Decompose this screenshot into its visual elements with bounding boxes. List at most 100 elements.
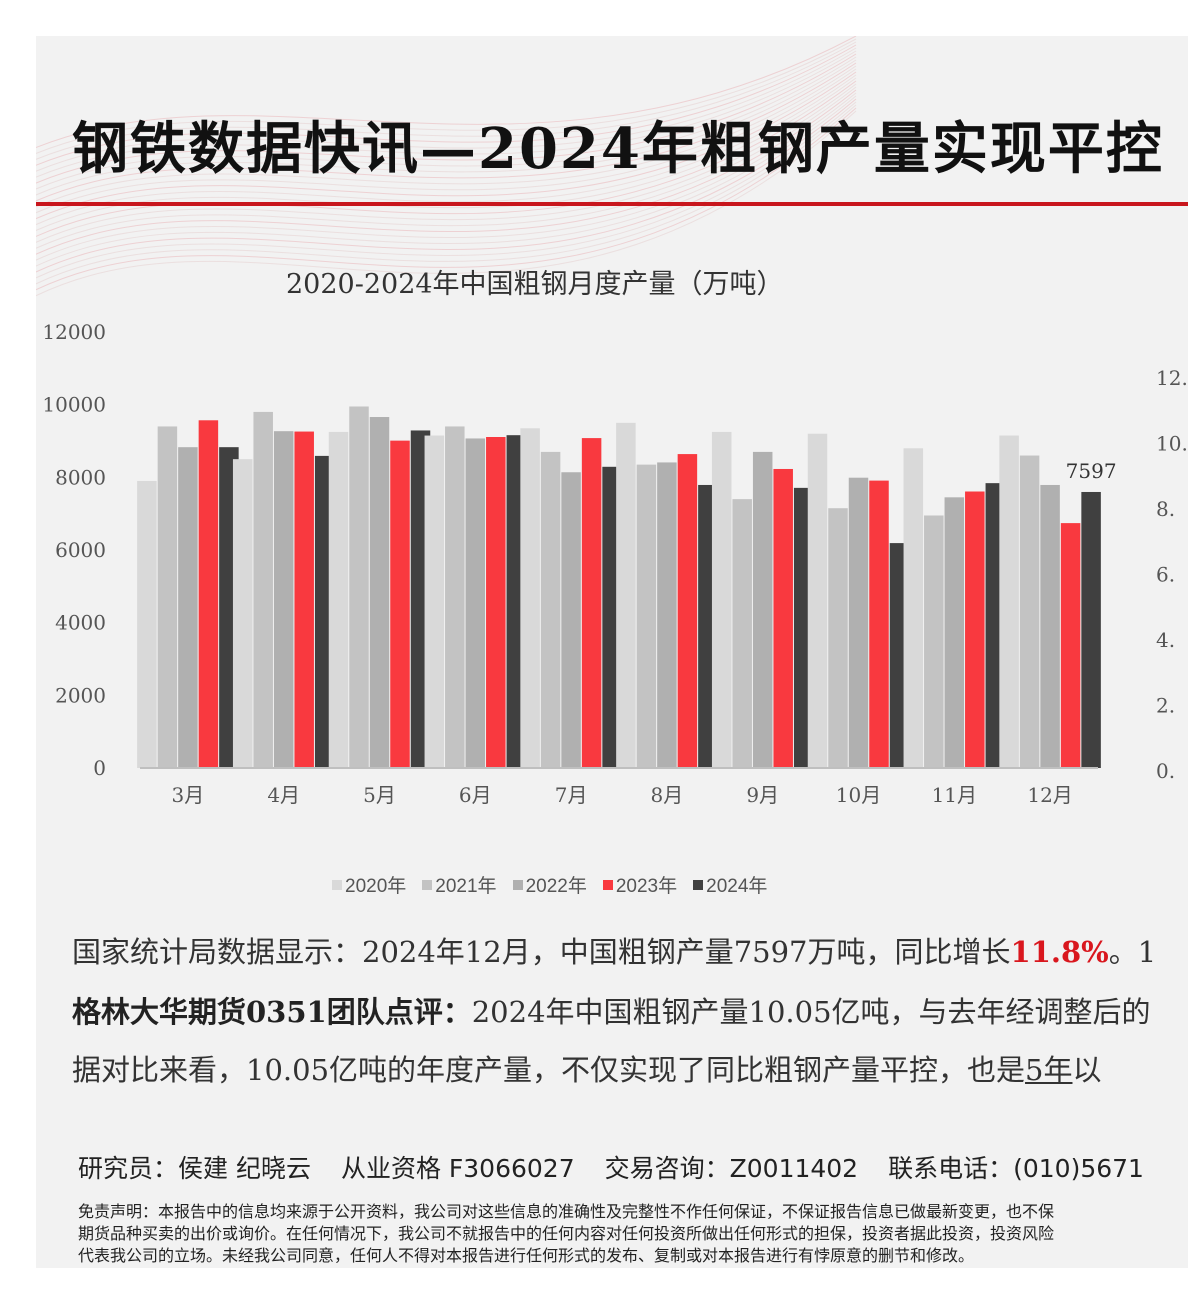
bar-group	[616, 422, 718, 768]
right-axis-tick-label: 2.	[1156, 694, 1175, 718]
data-label: 7597	[1066, 459, 1117, 483]
y-tick-label: 12000	[42, 320, 106, 344]
bar	[465, 438, 486, 768]
comment-text-2-tail: 以	[1072, 1053, 1102, 1087]
wave-line	[36, 86, 857, 249]
bar-group	[137, 420, 239, 768]
right-axis-tick-label: 6.	[1156, 563, 1175, 587]
chart-title: 2020-2024年中国粗钢月度产量（万吨）	[286, 269, 784, 300]
bar-chart: 0 2000 4000 6000 8000 10000 12000 0. 2. 4. 6. 8. 10.…	[42, 320, 1188, 807]
bar	[581, 438, 602, 768]
legend-item: 2024年	[693, 871, 767, 898]
wave-line	[36, 62, 857, 202]
bar	[273, 431, 294, 768]
y-tick-label: 6000	[55, 538, 106, 562]
bar	[869, 480, 889, 768]
wave-line	[36, 98, 857, 273]
bar	[752, 451, 773, 768]
x-tick-label: 9月	[746, 783, 779, 807]
y-tick-label: 10000	[42, 393, 106, 417]
wave-line	[36, 107, 857, 291]
legend-item: 2022年	[512, 871, 587, 898]
bar	[1060, 523, 1081, 768]
legend-item: 2021年	[422, 871, 497, 898]
researcher-names: 研究员：侯建 纪晓云	[78, 1154, 311, 1183]
wave-line	[36, 47, 857, 172]
bar	[1081, 491, 1101, 768]
right-axis-tick-label: 12.	[1156, 366, 1188, 390]
stats-paragraph: 国家统计局数据显示：2024年12月，中国粗钢产量7597万吨，同比增长11.8…	[72, 929, 1156, 971]
right-axis-tick-label: 4.	[1156, 628, 1175, 652]
wave-line	[36, 71, 857, 220]
bar-group	[999, 435, 1101, 768]
wave-line	[36, 53, 857, 184]
wave-line	[36, 68, 857, 214]
right-axis-tick-label: 10.	[1156, 432, 1188, 456]
stats-text: 国家统计局数据显示：2024年12月，中国粗钢产量7597万吨，同比增长	[72, 935, 1011, 969]
wave-line	[36, 44, 857, 166]
bar	[828, 508, 848, 768]
wave-line	[36, 65, 857, 208]
bar	[773, 468, 793, 768]
wave-line	[36, 36, 857, 149]
right-axis-tick-label: 8.	[1156, 497, 1175, 521]
legend-swatch	[602, 879, 613, 890]
bar	[178, 447, 198, 768]
report-card: 钢铁数据快讯—2024年粗钢产量实现平控 2020-2024年中国粗钢月度产量（…	[36, 36, 1188, 1268]
bar	[677, 454, 698, 768]
disclaimer-line-1: 免责声明：本报告中的信息均来源于公开资料，我公司对这些信息的准确性及完整性不作任…	[78, 1202, 1055, 1221]
bar	[198, 420, 219, 768]
license-number: 从业资格 F3066027	[340, 1154, 575, 1183]
bar	[848, 477, 869, 768]
wave-line	[36, 41, 857, 160]
wave-line	[36, 80, 857, 237]
bar	[424, 435, 445, 768]
right-axis-partial: 0. 2. 4. 6. 8. 10. 12.	[1156, 366, 1188, 783]
wave-line	[36, 101, 857, 279]
disclaimer-line-2: 期货品种买卖的出价或询价。在任何情况下，我公司不就报告中的任何内容对任何投资所做…	[78, 1224, 1055, 1243]
legend-swatch	[512, 879, 523, 890]
legend-swatch	[693, 879, 704, 890]
stats-text-tail: 。1	[1108, 935, 1157, 969]
comment-text-2: 据对比来看，10.05亿吨的年度产量，不仅实现了同比粗钢产量平控，也是	[72, 1053, 1026, 1087]
bar-group	[903, 448, 1006, 768]
comment-text: 2024年中国粗钢产量10.05亿吨，与去年经调整后的	[471, 995, 1151, 1029]
x-tick-label: 5月	[363, 783, 396, 807]
bar-group	[232, 411, 335, 768]
page-title: 钢铁数据快讯—2024年粗钢产量实现平控	[72, 116, 1164, 182]
bar	[137, 480, 157, 768]
x-tick-label: 11月	[932, 783, 977, 807]
x-tick-label: 3月	[172, 783, 205, 807]
growth-rate-highlight: 11.8%	[1010, 935, 1109, 969]
legend-label: 2022年	[525, 876, 587, 897]
wave-line	[36, 89, 857, 255]
bar	[520, 428, 540, 768]
wave-line	[36, 83, 857, 243]
y-axis: 0 2000 4000 6000 8000 10000 12000	[42, 320, 106, 780]
consult-number: 交易咨询：Z0011402	[604, 1154, 859, 1183]
bar	[999, 435, 1019, 768]
bar	[445, 426, 465, 768]
bar	[561, 472, 581, 768]
x-tick-label: 10月	[836, 783, 881, 807]
bar	[294, 431, 314, 768]
bar	[369, 417, 390, 768]
bar	[965, 491, 985, 768]
wave-line	[36, 59, 857, 196]
bar-group	[520, 428, 622, 768]
bar	[636, 464, 657, 768]
wave-line	[36, 92, 857, 261]
decorative-wave-lines	[36, 36, 857, 297]
wave-line	[36, 50, 857, 178]
x-tick-label: 8月	[651, 783, 684, 807]
phone-number: 联系电话：(010)5671	[888, 1154, 1144, 1183]
title-divider	[36, 202, 1188, 206]
bar-group	[328, 406, 431, 768]
bar	[253, 411, 273, 768]
bar	[903, 448, 924, 768]
x-tick-label: 7月	[555, 783, 588, 807]
underlined-years: 5年	[1025, 1053, 1073, 1087]
wave-line	[36, 110, 857, 297]
bar	[390, 440, 410, 768]
y-tick-label: 8000	[55, 465, 106, 489]
